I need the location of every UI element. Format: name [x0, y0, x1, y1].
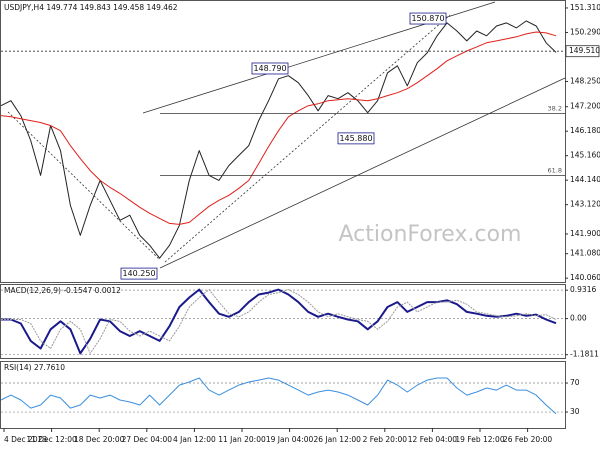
y-tick-label: 0.9316 — [570, 285, 596, 294]
y-tick-label: 0.00 — [570, 314, 587, 323]
current-price-box — [565, 45, 600, 58]
annotation-label: 145.880 — [339, 134, 372, 143]
series-line — [0, 31, 557, 225]
main-title: USDJPY,H4 149.774 149.843 149.458 149.46… — [4, 3, 178, 12]
y-tick-label: 143.120 — [570, 200, 600, 209]
annotation-label: 150.870 — [411, 14, 444, 23]
x-tick-label: 11 Dec 12:00 — [26, 435, 77, 444]
annotation-label: 140.250 — [122, 269, 155, 278]
y-tick-label: 141.900 — [570, 229, 600, 238]
fib-label: 61.8 — [548, 166, 562, 174]
x-tick-label: 19 Jan 04:00 — [266, 435, 314, 444]
y-tick-label: 144.140 — [570, 175, 600, 184]
rsi-frame — [0, 361, 566, 429]
x-tick-label: 26 Feb 20:00 — [503, 435, 552, 444]
annotation-box — [337, 132, 375, 145]
annotation-box — [409, 12, 447, 25]
y-tick-label: 141.080 — [570, 249, 600, 258]
y-tick-label: 145.160 — [570, 151, 600, 160]
series-line — [1, 289, 557, 354]
annotation-box — [120, 267, 158, 280]
current-price-label: 149.510 — [569, 46, 600, 55]
main-frame — [0, 0, 566, 283]
series-line — [1, 288, 557, 355]
annotation-label: 148.790 — [253, 64, 286, 73]
y-tick-label: -1.1811 — [570, 350, 599, 359]
x-tick-label: 26 Jan 12:00 — [313, 435, 361, 444]
x-tick-label: 2 Feb 20:00 — [363, 435, 408, 444]
x-tick-label: 4 Dec 2023 — [4, 435, 47, 444]
y-tick-label: 150.290 — [570, 27, 600, 36]
x-tick-label: 19 Feb 12:00 — [455, 435, 504, 444]
series-line — [0, 20, 557, 259]
x-tick-label: 18 Dec 20:00 — [74, 435, 125, 444]
watermark: ActionForex.com — [339, 222, 522, 247]
y-tick-label: 70 — [570, 378, 580, 387]
channel-lower — [159, 77, 566, 269]
annotation-box — [251, 62, 289, 75]
y-tick-label: 140.060 — [570, 273, 600, 282]
x-tick-label: 27 Dec 04:00 — [122, 435, 173, 444]
y-tick-label: 146.180 — [570, 126, 600, 135]
macd-frame — [0, 284, 566, 359]
series-line — [0, 377, 557, 415]
rsi-title: RSI(14) 27.7610 — [4, 363, 65, 372]
y-tick-label: 148.250 — [570, 76, 600, 85]
y-tick-label: 30 — [570, 407, 580, 416]
macd-title: MACD(12,26,9) -0.1547 0.0012 — [4, 286, 121, 295]
x-tick-label: 12 Feb 04:00 — [408, 435, 457, 444]
x-tick-label: 4 Jan 12:00 — [173, 435, 216, 444]
y-tick-label: 147.200 — [570, 102, 600, 111]
x-tick-label: 11 Jan 20:00 — [218, 435, 266, 444]
y-tick-label: 151.310 — [570, 3, 600, 12]
fib-label: 38.2 — [548, 105, 562, 113]
channel-mid — [164, 14, 451, 263]
swing-line — [7, 111, 161, 261]
